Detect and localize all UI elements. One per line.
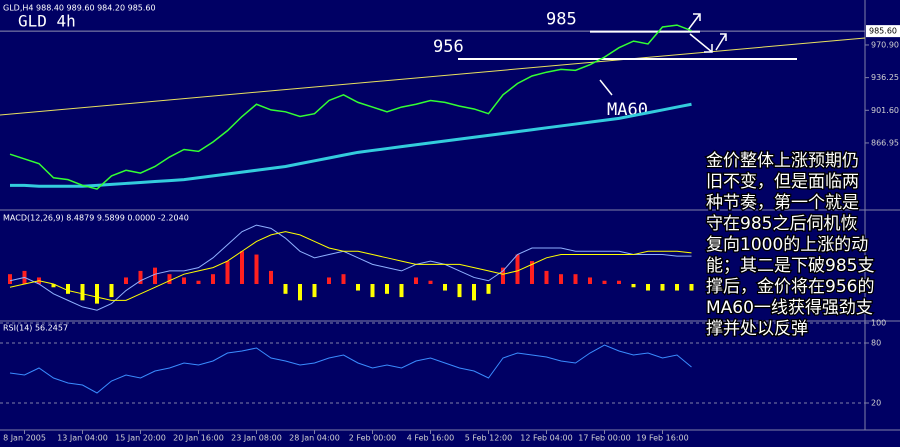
histogram-bar	[646, 284, 650, 291]
histogram-bar	[341, 274, 346, 284]
last-price-label: 985.60	[869, 27, 897, 36]
x-tick-label: 23 Jan 08:00	[231, 434, 282, 443]
histogram-bar	[225, 261, 230, 284]
y-tick-label: 100	[871, 319, 886, 328]
annotation-line: 复向1000的上涨的动	[706, 235, 868, 255]
histogram-bar	[109, 284, 114, 298]
level-label: 985	[546, 10, 577, 30]
main-title: GLD,H4 988.40 989.60 984.20 985.60	[3, 4, 156, 13]
histogram-bar	[124, 277, 128, 284]
arrow	[687, 13, 701, 31]
annotation-line: 能；其二是下破985支	[706, 256, 874, 276]
histogram-bar	[675, 284, 679, 291]
histogram-bar	[254, 254, 259, 284]
annotation-line: 撑并处以反弹	[706, 319, 808, 339]
symbol-label: GLD 4h	[18, 12, 76, 31]
x-tick-label: 28 Jan 04:00	[289, 434, 340, 443]
level-label: 956	[433, 37, 464, 57]
histogram-bar	[356, 284, 360, 291]
arrow	[715, 33, 727, 51]
annotation-line: 守在985之后伺机恢	[706, 214, 857, 234]
x-tick-label: 17 Feb 00:00	[578, 434, 630, 443]
histogram-bar	[327, 277, 331, 284]
y-tick-label: 866.95	[871, 138, 899, 147]
histogram-bar	[51, 284, 56, 288]
histogram-bar	[689, 284, 694, 291]
y-tick-label: 80	[871, 339, 881, 348]
annotation-line: 撑后，金价将在956的	[706, 277, 874, 297]
plots: 970.90 936.25 901.60 866.95 985.60 985 956 100 8…	[0, 10, 900, 443]
histogram-bar	[138, 270, 143, 284]
histogram-bar	[8, 274, 12, 284]
macd-title: MACD(12,26,9) 8.4879 9.5899 0.0000 -2.20…	[3, 214, 189, 223]
histogram-bar	[312, 284, 317, 298]
x-tick-label: 15 Jan 20:00	[115, 434, 166, 443]
histogram-bar	[414, 277, 418, 284]
histogram-bar	[167, 274, 172, 284]
y-tick-label: 901.60	[871, 106, 899, 115]
y-tick-label: 970.90	[871, 40, 899, 49]
histogram-bar	[530, 261, 534, 284]
x-tick-label: 20 Jan 16:00	[173, 434, 224, 443]
histogram-bar	[544, 270, 549, 284]
histogram-bar	[428, 280, 433, 284]
ma-pointer	[599, 79, 613, 96]
histogram-bar	[153, 267, 157, 284]
histogram-bar	[66, 284, 70, 294]
histogram-bar	[588, 277, 592, 284]
histogram-bar	[559, 274, 563, 284]
histogram-bar	[95, 284, 99, 304]
trend-line	[0, 37, 866, 116]
series-line	[9, 344, 692, 394]
histogram-bar	[370, 284, 375, 298]
annotation-line: 金价整体上涨预期仍	[706, 151, 859, 171]
histogram-bar	[602, 280, 607, 284]
histogram-bar	[80, 284, 85, 301]
x-tick-label: 2 Feb 00:00	[349, 434, 396, 443]
histogram-bar	[269, 270, 273, 284]
annotation-line: 旧不变，但是面临两	[706, 172, 859, 192]
annotation: 金价整体上涨预期仍旧不变，但是面临两种节奏，第一个就是守在985之后伺机恢复向1…	[705, 150, 876, 341]
x-tick-label: 12 Feb 04:00	[520, 434, 572, 443]
last-price-box	[866, 25, 900, 38]
series-line	[9, 24, 692, 190]
series-line	[9, 231, 692, 301]
arrows	[599, 13, 727, 96]
annotation-line: 种节奏，第一个就是	[706, 193, 859, 213]
histogram-bar	[472, 284, 476, 301]
x-tick-label: 5 Feb 12:00	[465, 434, 512, 443]
y-tick-label: 936.25	[871, 73, 899, 82]
histogram-bar	[211, 274, 215, 284]
histogram-bar	[660, 284, 665, 291]
x-tick-label: 19 Feb 16:00	[636, 434, 688, 443]
histogram-bar	[385, 284, 389, 294]
series-line	[9, 224, 692, 311]
histogram-bar	[196, 280, 201, 284]
histogram-bar	[399, 284, 404, 298]
histogram-bar	[182, 277, 186, 284]
histogram-bar	[573, 274, 578, 284]
histogram-bar	[457, 284, 462, 298]
rsi-title: RSI(14) 56.2457	[3, 324, 68, 333]
histogram-bar	[617, 280, 621, 284]
histogram-bar	[501, 267, 505, 284]
arrow	[689, 33, 713, 53]
histogram-bar	[486, 284, 491, 294]
histogram-bar	[298, 284, 302, 301]
histogram-bar	[240, 251, 244, 284]
x-tick-label: 4 Feb 16:00	[407, 434, 454, 443]
y-tick-label: 20	[871, 399, 881, 408]
histogram-bar	[443, 284, 447, 291]
series-line	[10, 102, 692, 188]
histogram-bar	[515, 254, 520, 284]
x-tick-label: 13 Jan 04:00	[57, 434, 108, 443]
x-tick-label: 8 Jan 2005	[3, 434, 46, 443]
annotation-line: MA60一线获得强劲支	[706, 298, 873, 318]
histogram-bar	[631, 284, 636, 288]
histogram-bar	[283, 284, 288, 294]
